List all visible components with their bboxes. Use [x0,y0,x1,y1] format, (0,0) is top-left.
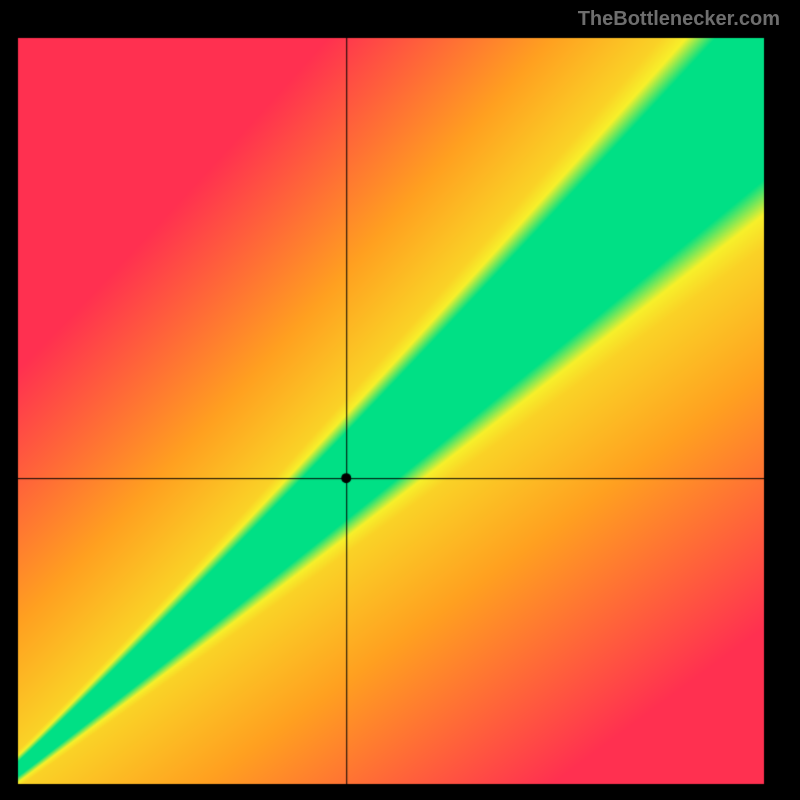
watermark-text: TheBottlenecker.com [578,8,780,31]
heatmap-canvas [0,0,800,800]
chart-container: TheBottlenecker.com [0,0,800,800]
